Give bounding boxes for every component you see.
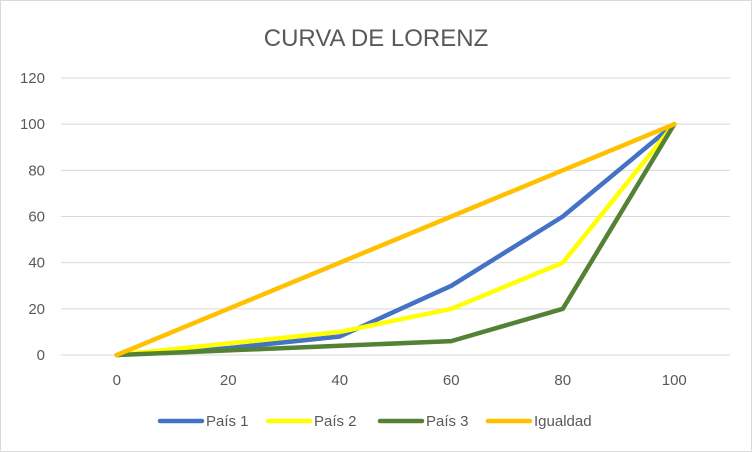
- x-axis-ticks: 0 20 40 60 80 100: [113, 372, 687, 389]
- series-line-3: [114, 121, 677, 358]
- y-tick-label: 60: [28, 209, 45, 226]
- series-lines: [114, 121, 677, 358]
- y-axis-ticks: 0 20 40 60 80 100 120: [20, 70, 45, 364]
- y-tick-label: 80: [28, 162, 45, 179]
- y-tick-label: 120: [20, 70, 45, 87]
- x-tick-label: 40: [331, 372, 348, 389]
- chart-title: CURVA DE LORENZ: [264, 25, 489, 52]
- x-tick-label: 20: [220, 372, 237, 389]
- legend: País 1 País 2 País 3 Igualdad: [157, 413, 592, 430]
- legend-label: País 1: [206, 413, 249, 430]
- x-tick-label: 100: [662, 372, 687, 389]
- legend-label: País 2: [314, 413, 357, 430]
- gridlines: [61, 77, 730, 356]
- legend-label: Igualdad: [534, 413, 592, 430]
- y-tick-label: 20: [28, 301, 45, 318]
- series-line-4: [114, 121, 677, 358]
- y-tick-label: 0: [37, 347, 45, 364]
- x-tick-label: 0: [113, 372, 121, 389]
- legend-label: País 3: [426, 413, 469, 430]
- y-tick-label: 100: [20, 116, 45, 133]
- series-line-2: [114, 121, 677, 358]
- x-tick-label: 60: [443, 372, 460, 389]
- x-tick-label: 80: [554, 372, 571, 389]
- y-tick-label: 40: [28, 255, 45, 272]
